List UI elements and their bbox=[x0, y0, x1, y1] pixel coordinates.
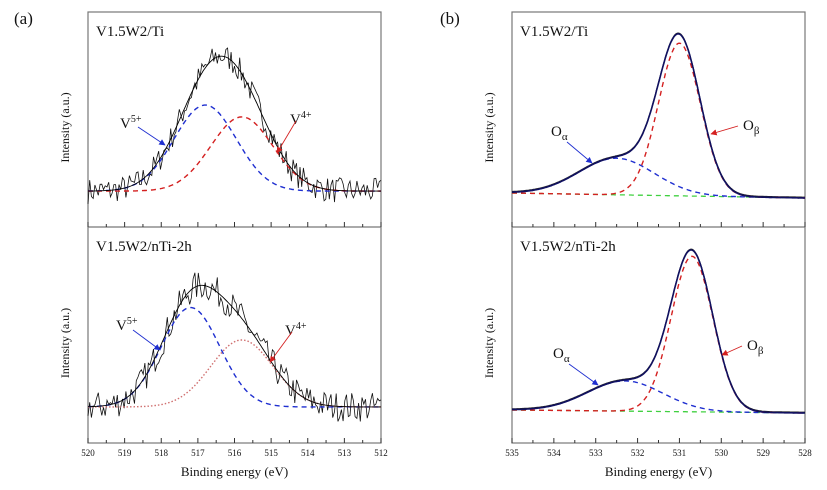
panel-label: (a) bbox=[14, 9, 33, 28]
peak-label-V4+: V4+ bbox=[290, 110, 312, 128]
fit-envelope bbox=[88, 55, 381, 192]
x-tick-label: 517 bbox=[191, 448, 205, 458]
arrow-Oα bbox=[566, 141, 593, 164]
label-main: O bbox=[551, 124, 562, 140]
x-tick-label: 515 bbox=[264, 448, 278, 458]
y-axis-label: Intensity (a.u.) bbox=[58, 308, 72, 378]
subplot-title: V1.5W2/nTi-2h bbox=[96, 239, 192, 255]
label-sub: β bbox=[758, 345, 764, 357]
component-Oβ bbox=[512, 42, 805, 199]
component-V4+ bbox=[88, 116, 381, 192]
component-V4+ bbox=[88, 339, 381, 408]
arrow-Oα bbox=[568, 363, 599, 386]
label-sup: 5+ bbox=[131, 114, 142, 125]
label-main: V bbox=[285, 323, 296, 339]
arrow-V4+ bbox=[269, 331, 293, 363]
arrow-V5+ bbox=[132, 329, 161, 351]
x-tick-label: 519 bbox=[118, 448, 132, 458]
label-sup: 4+ bbox=[296, 321, 307, 332]
label-sup: 4+ bbox=[301, 110, 312, 121]
label-sub: α bbox=[564, 353, 570, 365]
label-main: O bbox=[553, 346, 564, 362]
label-main: O bbox=[743, 118, 754, 134]
x-tick-label: 535 bbox=[505, 448, 519, 458]
raw-spectrum bbox=[512, 32, 805, 198]
label-sub: α bbox=[562, 131, 568, 143]
peak-label-Oβ: Oβ bbox=[747, 338, 764, 357]
x-axis-label: Binding energy (eV) bbox=[605, 464, 712, 479]
peak-label-Oα: Oα bbox=[553, 346, 570, 365]
label-main: O bbox=[747, 338, 758, 354]
raw-spectrum bbox=[87, 272, 382, 422]
y-axis-label: Intensity (a.u.) bbox=[482, 308, 496, 378]
x-tick-label: 528 bbox=[798, 448, 812, 458]
x-tick-label: 531 bbox=[673, 448, 687, 458]
x-tick-label: 514 bbox=[301, 448, 315, 458]
y-axis-label: Intensity (a.u.) bbox=[482, 92, 496, 162]
fit-envelope bbox=[88, 284, 381, 408]
x-tick-label: 533 bbox=[589, 448, 603, 458]
arrow-Oβ bbox=[721, 345, 743, 356]
peak-label-V4+: V4+ bbox=[285, 321, 307, 339]
arrow-V5+ bbox=[137, 126, 166, 146]
raw-spectrum bbox=[511, 248, 805, 413]
component-Oα bbox=[512, 380, 805, 414]
arrow-V4+ bbox=[276, 120, 297, 154]
label-main: V bbox=[120, 116, 131, 132]
subplot-title: V1.5W2/Ti bbox=[520, 24, 588, 40]
label-sup: 5+ bbox=[127, 316, 138, 327]
label-main: V bbox=[116, 318, 127, 334]
panel-label: (b) bbox=[440, 9, 460, 28]
peak-label-Oα: Oα bbox=[551, 124, 568, 143]
x-tick-label: 518 bbox=[155, 448, 169, 458]
subplot-title: V1.5W2/nTi-2h bbox=[520, 239, 616, 255]
component-Oβ bbox=[512, 255, 805, 414]
fit-envelope bbox=[512, 249, 805, 414]
x-tick-label: 513 bbox=[338, 448, 352, 458]
fit-envelope bbox=[511, 32, 805, 199]
peak-label-V5+: V5+ bbox=[116, 316, 138, 334]
x-tick-label: 529 bbox=[756, 448, 770, 458]
arrow-Oβ bbox=[710, 125, 739, 136]
label-sub: β bbox=[754, 125, 760, 137]
x-axis-label: Binding energy (eV) bbox=[181, 464, 288, 479]
peak-label-V5+: V5+ bbox=[120, 114, 142, 132]
subplot-title: V1.5W2/Ti bbox=[96, 24, 164, 40]
x-tick-label: 532 bbox=[631, 448, 645, 458]
label-main: V bbox=[290, 112, 301, 128]
x-tick-label: 530 bbox=[715, 448, 729, 458]
x-tick-label: 534 bbox=[547, 448, 561, 458]
y-axis-label: Intensity (a.u.) bbox=[58, 92, 72, 162]
peak-label-Oβ: Oβ bbox=[743, 118, 760, 137]
x-tick-label: 516 bbox=[228, 448, 242, 458]
x-tick-label: 520 bbox=[81, 448, 95, 458]
component-Oα bbox=[511, 157, 805, 199]
raw-spectrum bbox=[87, 47, 382, 204]
x-tick-label: 512 bbox=[374, 448, 388, 458]
